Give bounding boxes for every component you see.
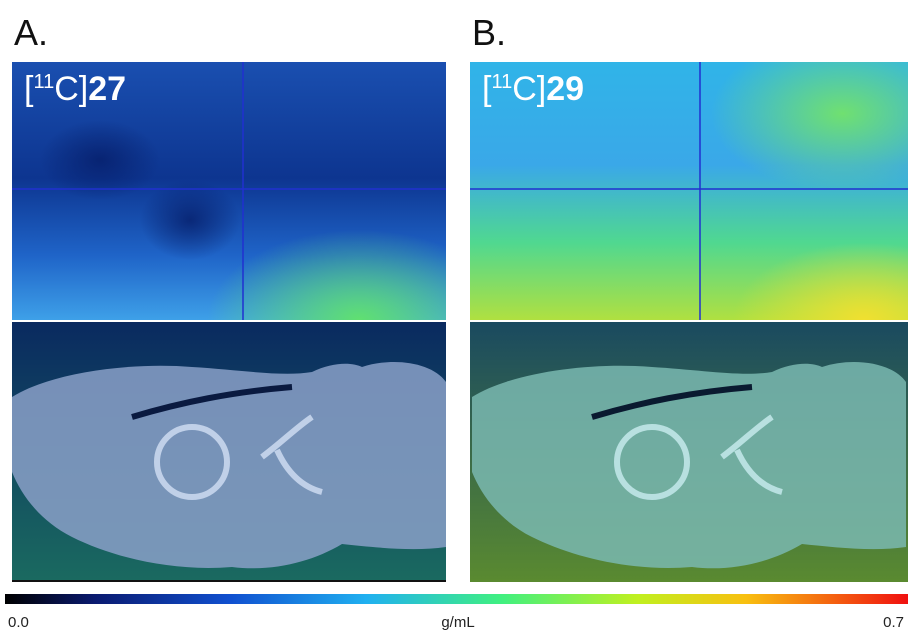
brain-section — [472, 362, 906, 568]
colorbar — [5, 594, 908, 604]
colorbar-min: 0.0 — [8, 614, 29, 631]
tracer-isotope: 11 — [491, 71, 512, 93]
panel-letter: A. — [14, 12, 48, 53]
panel-letter: B. — [472, 12, 506, 53]
panel-a: A. [11C]27 — [12, 12, 446, 582]
tracer-isotope: 11 — [33, 71, 54, 93]
figure: A. [11C]27 B. [11C]29 0.0 g/mL 0.7 — [0, 0, 909, 635]
colorbar-unit: g/mL — [441, 614, 474, 631]
tracer-element: C] — [54, 70, 88, 108]
tracer-element: C] — [512, 70, 546, 108]
panel-border — [12, 580, 446, 582]
brain-section — [12, 362, 446, 568]
tracer-compound: 27 — [88, 70, 126, 108]
tracer-compound: 29 — [546, 70, 584, 108]
panel-b: B. [11C]29 — [470, 12, 908, 582]
colorbar-max: 0.7 — [883, 614, 904, 631]
